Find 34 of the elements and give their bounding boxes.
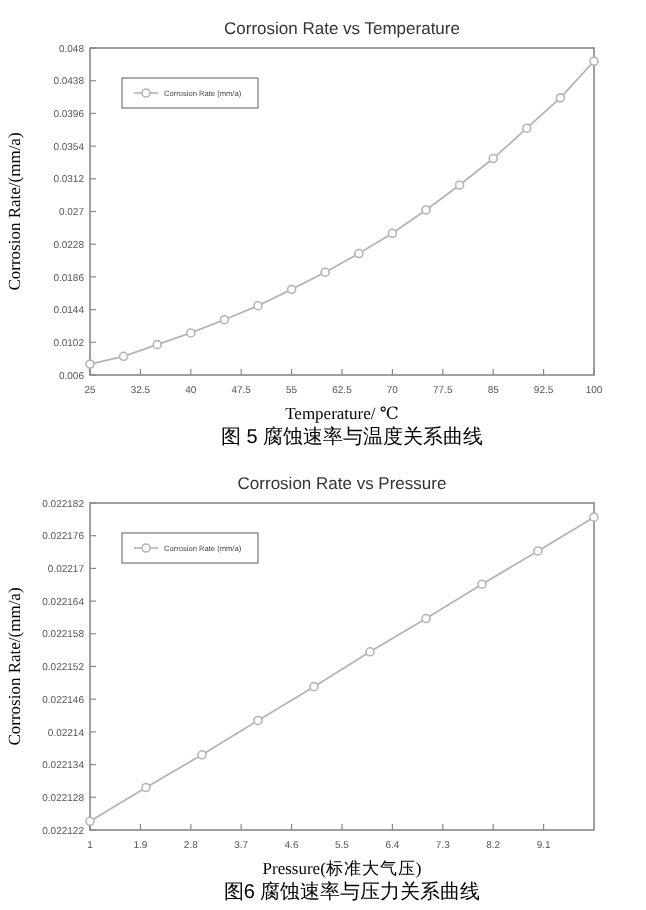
point [85,816,95,827]
point [286,284,297,295]
point [253,715,263,726]
point [555,93,566,103]
point [589,56,599,67]
caption: 图6 腐蚀速率与压力关系曲线 [223,880,481,904]
point [533,546,543,556]
point [85,359,95,369]
point [477,579,487,590]
point [309,681,319,692]
point [522,123,532,133]
x-axis-title: Temperature/ ℃ [285,403,399,423]
y-axis-title: Corrosion Rate/(mm/a) [4,132,24,291]
point [354,248,364,259]
point [152,339,162,350]
point [454,180,465,190]
caption: 图 5 腐蚀速率与温度关系曲线 [220,425,484,449]
point [365,646,375,657]
point [589,512,599,522]
point [186,328,196,338]
chart-title: Corrosion Rate vs Pressure [237,473,447,493]
point [387,228,398,239]
point [421,613,431,624]
point [488,153,498,164]
y-axis-title: Corrosion Rate/(mm/a) [4,587,24,746]
point [197,749,207,760]
point [118,351,129,362]
chart-title: Corrosion Rate vs Temperature [224,18,461,38]
point [253,300,263,311]
point [141,782,151,793]
point [320,267,330,278]
x-axis-title: Pressure(标准大气压) [262,858,422,878]
point [421,205,431,215]
point [219,314,230,325]
